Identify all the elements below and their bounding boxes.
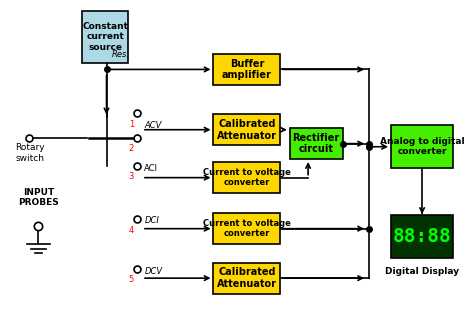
Text: Current to voltage
converter: Current to voltage converter xyxy=(203,219,291,238)
FancyBboxPatch shape xyxy=(213,213,280,244)
Text: INPUT
PROBES: INPUT PROBES xyxy=(18,188,59,207)
Text: 5: 5 xyxy=(129,275,134,284)
FancyBboxPatch shape xyxy=(213,162,280,193)
Text: Buffer
amplifier: Buffer amplifier xyxy=(222,59,272,80)
Text: 88:88: 88:88 xyxy=(393,227,451,246)
Text: Analog to digital
converter: Analog to digital converter xyxy=(380,137,465,156)
Text: 4: 4 xyxy=(129,226,134,235)
Text: Calibrated
Attenuator: Calibrated Attenuator xyxy=(217,119,277,140)
Text: DCI: DCI xyxy=(144,217,159,226)
FancyBboxPatch shape xyxy=(391,125,453,168)
Text: Current to voltage
converter: Current to voltage converter xyxy=(203,168,291,187)
Text: Res.: Res. xyxy=(112,50,130,59)
FancyBboxPatch shape xyxy=(213,263,280,294)
Text: Constant
current
source: Constant current source xyxy=(82,22,128,52)
Text: Calibrated
Attenuator: Calibrated Attenuator xyxy=(217,267,277,289)
Text: DCV: DCV xyxy=(144,267,163,276)
Text: 1: 1 xyxy=(129,119,134,129)
FancyBboxPatch shape xyxy=(290,128,343,159)
Text: 3: 3 xyxy=(129,172,134,181)
Text: Digital Display: Digital Display xyxy=(385,267,459,276)
FancyBboxPatch shape xyxy=(391,215,453,258)
Text: ACV: ACV xyxy=(144,120,162,129)
Text: Rectifier
circuit: Rectifier circuit xyxy=(292,133,340,154)
Text: ACI: ACI xyxy=(144,164,158,173)
FancyBboxPatch shape xyxy=(213,54,280,85)
FancyBboxPatch shape xyxy=(82,11,128,63)
FancyBboxPatch shape xyxy=(213,114,280,145)
Text: Rotary
switch: Rotary switch xyxy=(15,143,45,163)
Text: 2: 2 xyxy=(129,144,134,153)
